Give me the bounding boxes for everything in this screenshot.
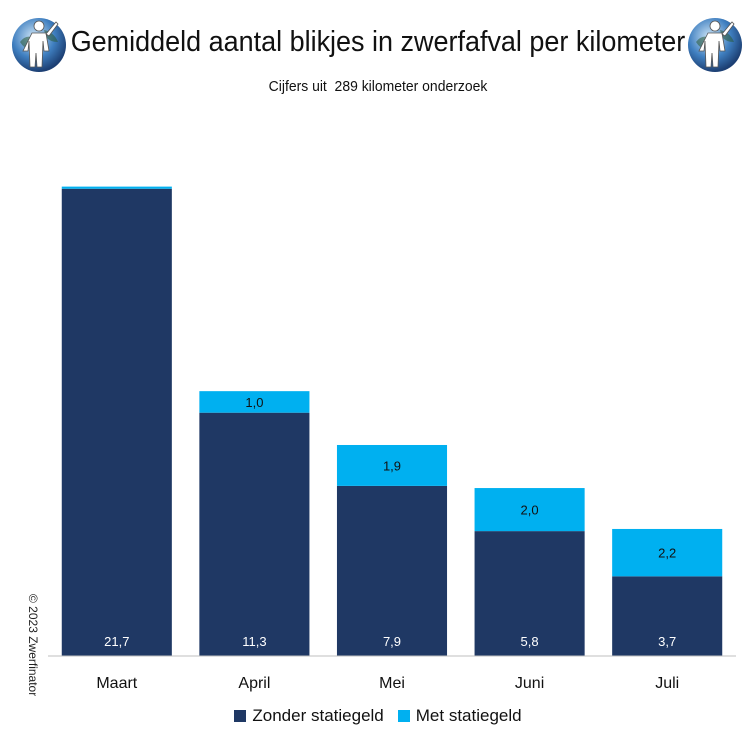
x-tick-label-maart: Maart bbox=[96, 675, 137, 692]
data-label-zonder-juli: 3,7 bbox=[658, 634, 676, 649]
zwerfinator-logo-left bbox=[12, 18, 66, 72]
data-label-zonder-mei: 7,9 bbox=[383, 634, 401, 649]
chart-subtitle: Cijfers uit 289 kilometer onderzoek bbox=[268, 78, 488, 95]
bar-zonder-maart bbox=[61, 188, 172, 656]
data-label-met-april: 1,0 bbox=[245, 395, 263, 410]
legend: Zonder statiegeld Met statiegeld bbox=[0, 706, 756, 726]
bar-met-juni bbox=[474, 488, 585, 532]
legend-swatch-zonder bbox=[234, 710, 247, 722]
legend-label-met: Met statiegeld bbox=[415, 706, 522, 725]
data-label-met-mei: 1,9 bbox=[383, 458, 401, 473]
data-label-zonder-april: 11,3 bbox=[242, 634, 266, 649]
bar-met-mei bbox=[336, 444, 448, 486]
bar-met-maart bbox=[61, 186, 172, 189]
bar-zonder-juni bbox=[474, 531, 585, 656]
data-label-met-juni: 2,0 bbox=[521, 503, 539, 518]
x-tick-label-juni: Juni bbox=[515, 675, 544, 692]
legend-label-zonder: Zonder statiegeld bbox=[252, 706, 384, 725]
legend-item-met: Met statiegeld bbox=[397, 706, 522, 726]
chart-title: Gemiddeld aantal blikjes in zwerfafval p… bbox=[70, 26, 686, 58]
legend-item-zonder: Zonder statiegeld bbox=[234, 706, 384, 726]
zwerfinator-logo-right bbox=[688, 18, 742, 72]
stacked-bar-chart: 21,7 Maart 11,3 1,0 April 7,9 1,9 Mei 5,8 2,0 Juni… bbox=[48, 186, 736, 692]
x-tick-label-april: April bbox=[238, 675, 270, 692]
bar-zonder-april bbox=[199, 412, 310, 656]
bar-met-juli bbox=[612, 528, 723, 577]
x-tick-label-mei: Mei bbox=[379, 675, 405, 692]
bar-zonder-mei bbox=[336, 485, 448, 656]
bar-zonder-juli bbox=[612, 576, 723, 656]
data-label-zonder-juni: 5,8 bbox=[521, 634, 539, 649]
data-label-met-juli: 2,2 bbox=[658, 546, 676, 561]
data-label-zonder-maart: 21,7 bbox=[104, 634, 129, 649]
x-tick-label-juli: Juli bbox=[655, 675, 679, 692]
legend-swatch-met bbox=[397, 710, 410, 722]
bar-met-april bbox=[199, 391, 310, 413]
